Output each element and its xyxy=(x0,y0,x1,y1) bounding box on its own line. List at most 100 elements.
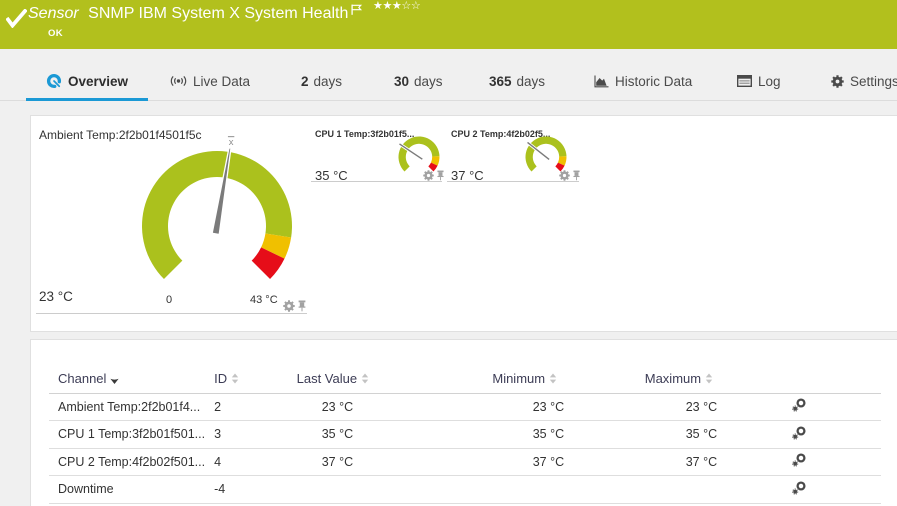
table-row[interactable]: CPU 2 Temp:4f2b02f501... 4 37 °C 37 °C 3… xyxy=(49,448,882,476)
gauge-cpu2-corner-icons xyxy=(559,170,581,181)
tab-overview[interactable]: Overview xyxy=(26,49,148,101)
column-header-last-value-label: Last Value xyxy=(296,370,358,386)
check-icon xyxy=(6,9,27,28)
channel-settings-icon[interactable] xyxy=(792,426,806,440)
pin-icon[interactable] xyxy=(297,300,307,312)
tab-2-days[interactable]: 2 days xyxy=(301,49,342,101)
cell-edit xyxy=(717,475,882,504)
gear-icon[interactable] xyxy=(283,300,295,312)
cell-maximum: 37 °C xyxy=(567,448,718,476)
sensor-status-header: Sensor SNMP IBM System X System Health ★… xyxy=(0,0,897,49)
sort-icon xyxy=(361,373,369,384)
column-header-maximum[interactable]: Maximum xyxy=(567,356,718,394)
gauge-icon xyxy=(46,73,62,89)
table-header-row: Channel ID Last Value Minimum Maximum xyxy=(49,356,882,394)
column-header-channel-label: Channel xyxy=(58,370,107,386)
cell-maximum: 23 °C xyxy=(567,393,718,421)
cell-id: 3 xyxy=(205,420,296,449)
cell-id: 2 xyxy=(205,393,296,421)
channel-settings-icon[interactable] xyxy=(792,453,806,467)
gauge-cpu2-value: 37 °C xyxy=(451,168,484,183)
sort-icon xyxy=(231,373,239,384)
cell-channel[interactable]: Downtime xyxy=(49,475,206,504)
channel-settings-icon[interactable] xyxy=(792,398,806,412)
tab-30-days-number: 30 xyxy=(394,73,410,89)
tab-2-days-number: 2 xyxy=(301,73,309,89)
cell-maximum xyxy=(567,475,718,504)
channel-settings-icon[interactable] xyxy=(792,481,806,495)
pin-icon[interactable] xyxy=(572,170,581,181)
cell-minimum xyxy=(371,475,568,504)
column-header-minimum[interactable]: Minimum xyxy=(371,356,568,394)
tab-live-data-label: Live Data xyxy=(193,73,251,89)
tab-30-days-label: days xyxy=(414,73,443,89)
column-header-minimum-label: Minimum xyxy=(492,370,546,386)
column-header-edit xyxy=(717,356,882,394)
table-row[interactable]: Downtime -4 xyxy=(49,475,882,504)
cell-edit xyxy=(717,393,882,421)
gauge-cpu1-title: CPU 1 Temp:3f2b01f5... xyxy=(315,129,415,139)
table-row[interactable]: Ambient Temp:2f2b01f4... 2 23 °C 23 °C 2… xyxy=(49,393,882,421)
priority-stars[interactable]: ★★★☆☆ xyxy=(373,0,421,12)
gauge-cpu2-divider xyxy=(447,181,579,182)
gear-icon[interactable] xyxy=(559,170,570,181)
sort-desc-icon xyxy=(110,378,119,384)
gauge-cpu1-divider xyxy=(311,181,442,182)
column-header-id[interactable]: ID xyxy=(205,356,296,394)
gauges-panel: Ambient Temp:2f2b01f4501f5c x 23 °C 0 43… xyxy=(30,115,897,332)
svg-text:x: x xyxy=(229,137,234,148)
tab-log[interactable]: Log xyxy=(737,49,781,101)
sort-icon xyxy=(549,373,557,384)
gauge-cpu1-value: 35 °C xyxy=(315,168,348,183)
tab-30-days[interactable]: 30 days xyxy=(394,49,443,101)
tab-bar-border xyxy=(0,100,897,101)
cell-last-value xyxy=(295,475,372,504)
cell-last-value: 37 °C xyxy=(295,448,372,476)
gauge-cpu2-title: CPU 2 Temp:4f2b02f5... xyxy=(451,129,551,139)
cell-channel[interactable]: CPU 1 Temp:3f2b01f501... xyxy=(49,420,206,449)
tab-settings[interactable]: Settings xyxy=(831,49,897,101)
cell-id: -4 xyxy=(205,475,296,504)
tab-365-days-label: days xyxy=(516,73,546,89)
gauge-cpu1-dial xyxy=(398,136,440,172)
channel-table: Channel ID Last Value Minimum Maximum xyxy=(49,356,882,504)
gauge-cpu1-corner-icons xyxy=(423,170,445,181)
gauge-primary-min-label: 0 xyxy=(165,294,173,306)
column-header-channel[interactable]: Channel xyxy=(49,356,206,394)
gauge-primary-dial: x xyxy=(142,136,292,280)
tab-live-data[interactable]: Live Data xyxy=(170,49,250,101)
table-row[interactable]: CPU 1 Temp:3f2b01f501... 3 35 °C 35 °C 3… xyxy=(49,420,882,449)
gauge-primary-divider xyxy=(36,313,307,314)
sort-icon xyxy=(705,373,713,384)
status-badge: OK xyxy=(48,28,64,39)
gauge-cpu2-dial xyxy=(525,136,567,172)
tab-log-label: Log xyxy=(758,73,781,89)
channel-table-panel: Channel ID Last Value Minimum Maximum xyxy=(30,339,897,506)
tab-365-days-number: 365 xyxy=(489,73,512,89)
area-chart-icon xyxy=(594,75,609,88)
cell-edit xyxy=(717,420,882,449)
column-header-maximum-label: Maximum xyxy=(644,370,702,386)
column-header-last-value[interactable]: Last Value xyxy=(295,356,372,394)
cell-id: 4 xyxy=(205,448,296,476)
gauge-primary-title: Ambient Temp:2f2b01f4501f5c xyxy=(39,128,202,142)
cell-channel[interactable]: Ambient Temp:2f2b01f4... xyxy=(49,393,206,421)
tab-historic-data[interactable]: Historic Data xyxy=(594,49,692,101)
cell-channel[interactable]: CPU 2 Temp:4f2b02f501... xyxy=(49,448,206,476)
cell-maximum: 35 °C xyxy=(567,420,718,449)
tab-historic-data-label: Historic Data xyxy=(615,73,693,89)
tab-overview-label: Overview xyxy=(67,73,129,89)
log-icon xyxy=(737,75,752,87)
gauge-primary-max-label: 43 °C xyxy=(250,294,278,306)
sensor-title-line: Sensor SNMP IBM System X System Health xyxy=(28,4,348,24)
gear-icon[interactable] xyxy=(423,170,434,181)
tab-settings-label: Settings xyxy=(850,73,897,89)
gauge-primary-corner-icons xyxy=(283,300,307,312)
column-header-id-label: ID xyxy=(214,370,228,386)
pin-icon[interactable] xyxy=(436,170,445,181)
broadcast-icon xyxy=(170,75,187,87)
tab-2-days-label: days xyxy=(313,73,343,89)
sensor-kind-label: Sensor xyxy=(28,5,79,22)
tab-365-days[interactable]: 365 days xyxy=(489,49,545,101)
flag-icon[interactable] xyxy=(351,4,363,15)
